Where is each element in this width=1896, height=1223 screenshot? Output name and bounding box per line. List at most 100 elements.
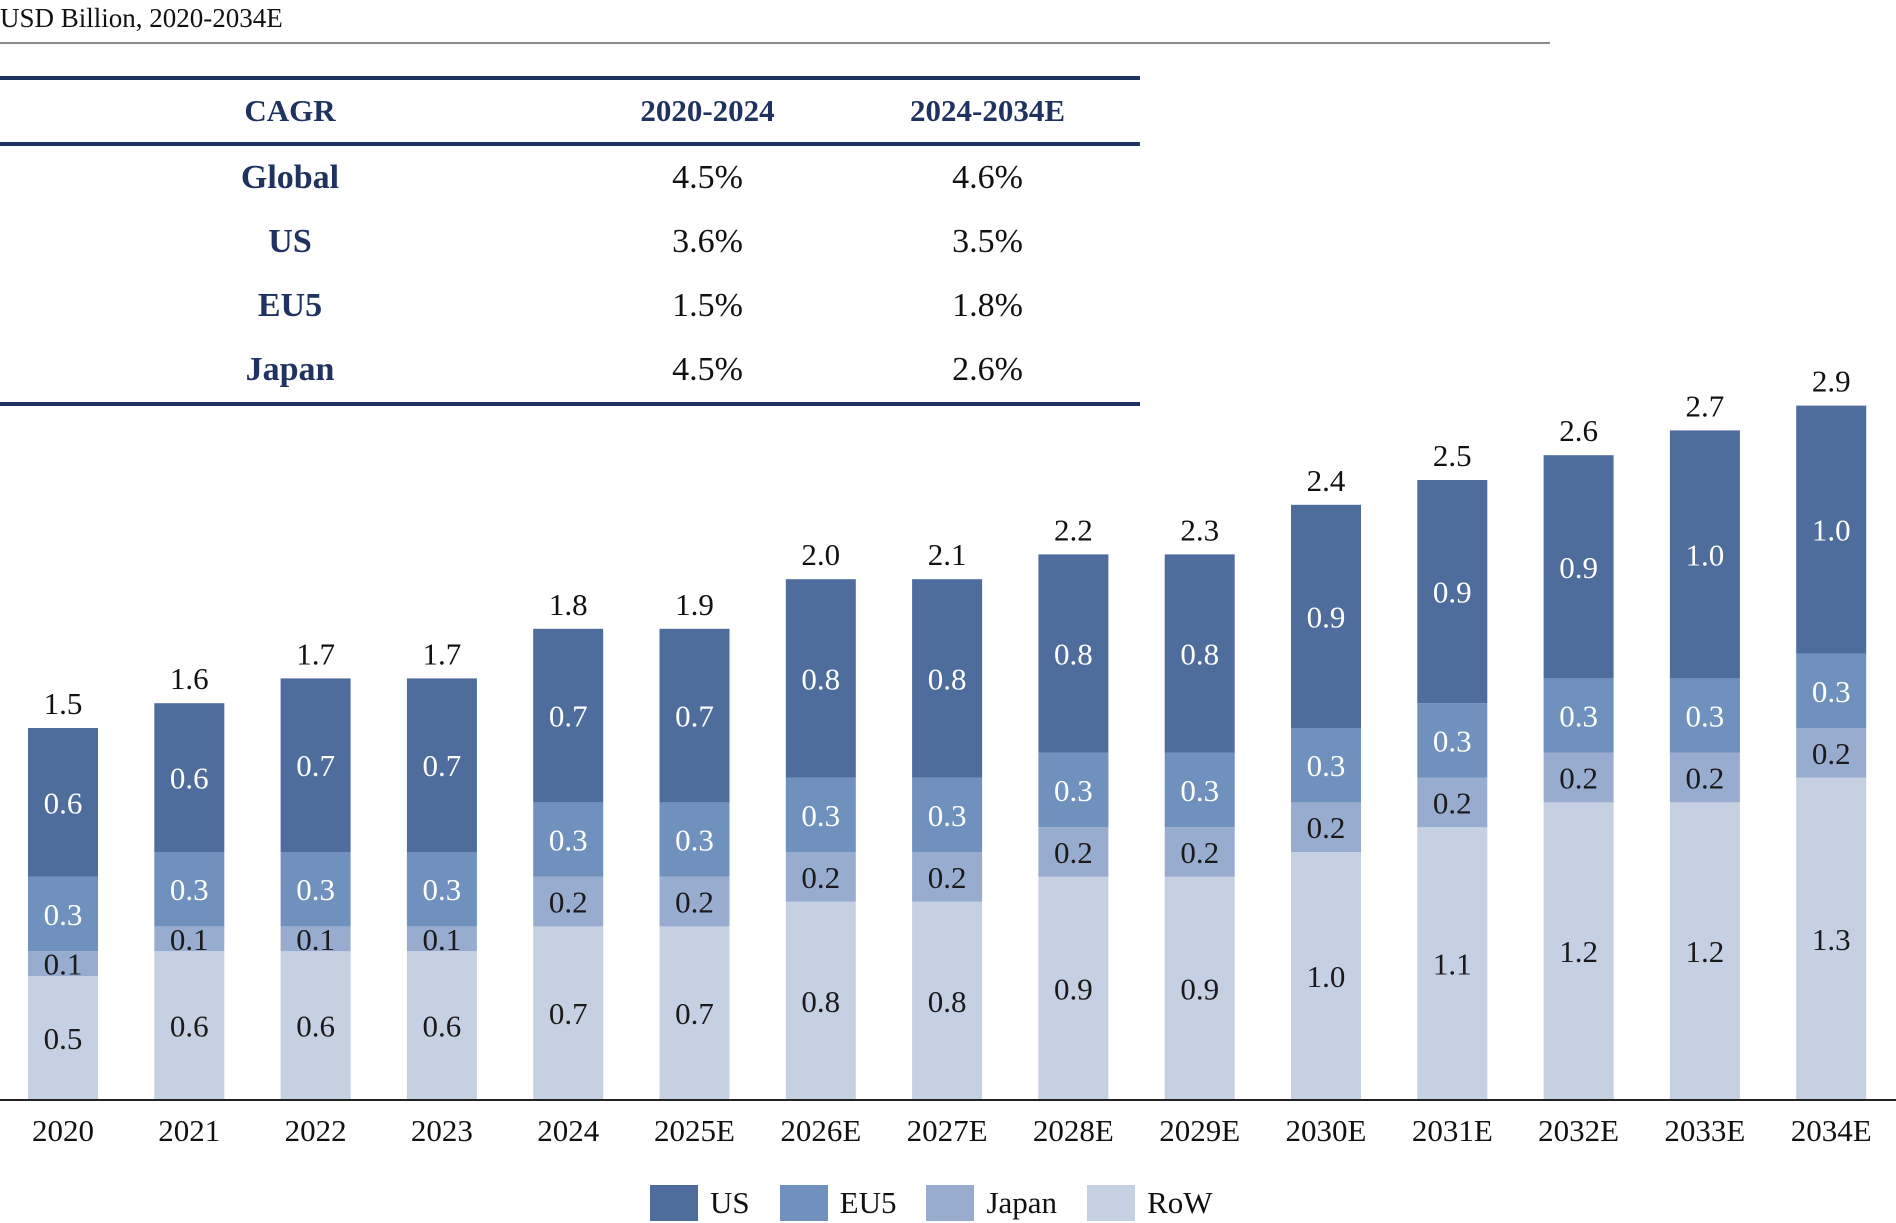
data-label-eu5: 0.3 bbox=[1559, 699, 1598, 734]
subtitle-divider bbox=[0, 42, 1550, 44]
bar-segment-us bbox=[659, 628, 730, 803]
data-label-eu5: 0.3 bbox=[1812, 674, 1851, 709]
bar-segment-eu5 bbox=[1543, 678, 1614, 753]
bar-segment-row bbox=[1291, 852, 1361, 1100]
x-tick-label: 2032E bbox=[1538, 1113, 1619, 1148]
data-label-row: 1.3 bbox=[1812, 922, 1851, 957]
bar-segment-eu5 bbox=[406, 852, 477, 927]
bar-segment-japan bbox=[1164, 827, 1235, 877]
bar-segment-us bbox=[1291, 504, 1361, 728]
total-label: 2.3 bbox=[1180, 512, 1219, 547]
total-label: 2.4 bbox=[1307, 463, 1346, 498]
bar-segment-eu5 bbox=[28, 876, 98, 952]
bar-segment-row bbox=[28, 976, 98, 1100]
cagr-row-us: US 3.6% 3.5% bbox=[0, 210, 1140, 274]
legend-swatch-row bbox=[1087, 1185, 1136, 1221]
data-label-japan: 0.2 bbox=[1433, 785, 1472, 820]
bar-segment-row bbox=[154, 951, 225, 1100]
data-label-us: 0.9 bbox=[1433, 575, 1472, 610]
x-tick-label: 2031E bbox=[1412, 1113, 1493, 1148]
bar-segment-japan bbox=[1669, 752, 1740, 803]
x-tick-label: 2024 bbox=[537, 1113, 600, 1148]
data-label-japan: 0.2 bbox=[1559, 761, 1598, 796]
legend-item-row: RoW bbox=[1087, 1185, 1213, 1221]
data-label-row: 0.6 bbox=[170, 1009, 209, 1044]
cagr-value: 3.5% bbox=[952, 223, 1023, 260]
bar-segment-eu5 bbox=[533, 802, 604, 877]
cagr-row-eu5: EU5 1.5% 1.8% bbox=[0, 274, 1140, 338]
bar-segment-row bbox=[406, 951, 477, 1100]
bar-segment-japan bbox=[1291, 802, 1361, 852]
bar-segment-us bbox=[1417, 480, 1488, 704]
total-label: 2.0 bbox=[801, 537, 840, 572]
x-tick-label: 2033E bbox=[1664, 1113, 1745, 1148]
bar-segment-eu5 bbox=[154, 852, 225, 927]
data-label-us: 0.7 bbox=[296, 748, 335, 783]
x-tick-label: 2020 bbox=[32, 1113, 94, 1148]
data-label-row: 1.1 bbox=[1433, 947, 1472, 982]
cagr-header-period-1: 2020-2024 bbox=[640, 93, 775, 128]
data-label-us: 0.9 bbox=[1307, 599, 1346, 634]
cagr-value: 1.5% bbox=[672, 287, 743, 324]
data-label-japan: 0.1 bbox=[170, 922, 209, 957]
chart-subtitle: USD Billion, 2020-2034E bbox=[0, 3, 283, 33]
bar-segment-eu5 bbox=[1038, 752, 1109, 828]
total-label: 1.7 bbox=[296, 636, 335, 671]
x-tick-label: 2027E bbox=[907, 1113, 988, 1148]
bar-segment-japan bbox=[1417, 777, 1488, 828]
legend-item-eu5: EU5 bbox=[779, 1185, 896, 1221]
x-tick-label: 2022 bbox=[285, 1113, 347, 1148]
data-label-japan: 0.2 bbox=[675, 885, 714, 920]
data-label-japan: 0.2 bbox=[549, 885, 588, 920]
cagr-row-label: EU5 bbox=[257, 287, 323, 324]
legend-item-us: US bbox=[650, 1185, 750, 1221]
bar-segment-eu5 bbox=[1417, 703, 1488, 778]
data-label-row: 1.2 bbox=[1559, 934, 1598, 969]
bar-segment-japan bbox=[533, 876, 604, 927]
data-label-us: 0.8 bbox=[1054, 637, 1093, 672]
data-label-eu5: 0.3 bbox=[423, 872, 462, 907]
bar-segment-row bbox=[1038, 876, 1109, 1100]
bar-segment-us bbox=[785, 579, 856, 778]
bar-segment-japan bbox=[1543, 752, 1614, 803]
bar-segment-us bbox=[1669, 430, 1740, 679]
bar-segment-japan bbox=[280, 926, 351, 952]
data-label-japan: 0.1 bbox=[423, 922, 462, 957]
x-tick-label: 2021 bbox=[158, 1113, 220, 1148]
cagr-row-label: US bbox=[268, 223, 312, 260]
bar-segment-japan bbox=[659, 876, 730, 927]
data-label-row: 0.8 bbox=[928, 984, 967, 1019]
data-label-japan: 0.2 bbox=[1307, 810, 1346, 845]
data-label-japan: 0.1 bbox=[296, 922, 335, 957]
data-label-japan: 0.2 bbox=[801, 860, 840, 895]
data-label-eu5: 0.3 bbox=[1054, 773, 1093, 808]
bar-segment-japan bbox=[1038, 827, 1109, 877]
bar-segment-us bbox=[28, 728, 98, 877]
data-label-us: 0.6 bbox=[44, 785, 83, 820]
bar-segment-eu5 bbox=[1164, 752, 1235, 828]
cagr-table-header-row: CAGR 2020-2024 2024-2034E bbox=[0, 78, 1140, 144]
data-label-row: 0.7 bbox=[675, 996, 714, 1031]
legend-item-japan: Japan bbox=[926, 1185, 1057, 1221]
bar-segment-row bbox=[533, 926, 604, 1100]
x-tick-label: 2029E bbox=[1159, 1113, 1240, 1148]
data-label-row: 0.9 bbox=[1180, 971, 1219, 1006]
total-label: 1.8 bbox=[549, 587, 588, 622]
data-label-japan: 0.2 bbox=[1180, 835, 1219, 870]
bar-segment-eu5 bbox=[1669, 678, 1740, 753]
bar-segment-row bbox=[912, 901, 983, 1100]
data-label-eu5: 0.3 bbox=[170, 872, 209, 907]
total-label: 2.1 bbox=[928, 537, 967, 572]
data-label-row: 0.6 bbox=[296, 1009, 335, 1044]
data-label-eu5: 0.3 bbox=[44, 897, 83, 932]
bar-segment-row bbox=[659, 926, 730, 1100]
data-label-eu5: 0.3 bbox=[296, 872, 335, 907]
data-label-japan: 0.2 bbox=[1686, 761, 1725, 796]
data-label-eu5: 0.3 bbox=[1686, 699, 1725, 734]
bar-segment-us bbox=[912, 579, 983, 778]
data-label-japan: 0.2 bbox=[928, 860, 967, 895]
data-label-eu5: 0.3 bbox=[675, 823, 714, 858]
bar-segment-japan bbox=[912, 852, 983, 902]
data-label-us: 0.8 bbox=[801, 661, 840, 696]
cagr-value: 4.6% bbox=[952, 159, 1023, 196]
